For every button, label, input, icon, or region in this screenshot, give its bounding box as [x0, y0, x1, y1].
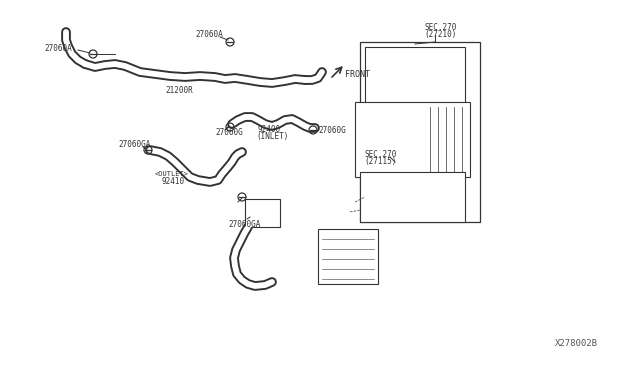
Text: 27060G: 27060G — [215, 128, 243, 137]
Text: X278002B: X278002B — [555, 340, 598, 349]
Text: 27060GA: 27060GA — [228, 219, 260, 228]
Text: SEC.270: SEC.270 — [365, 150, 397, 158]
Text: 27060G: 27060G — [318, 125, 346, 135]
Bar — [365, 47, 465, 107]
Text: 27060A: 27060A — [44, 44, 72, 52]
Text: SEC.270: SEC.270 — [425, 22, 458, 32]
Bar — [355, 102, 470, 177]
Text: 92410: 92410 — [162, 176, 185, 186]
Text: (27210): (27210) — [424, 29, 456, 38]
Bar — [245, 199, 280, 227]
Text: 92400: 92400 — [258, 125, 281, 134]
Text: 27060GA: 27060GA — [118, 140, 150, 148]
Text: 21200R: 21200R — [165, 86, 193, 94]
Text: (INLET): (INLET) — [256, 131, 289, 141]
FancyBboxPatch shape — [360, 42, 480, 222]
Text: FRONT: FRONT — [345, 70, 370, 78]
Bar — [318, 229, 378, 284]
Text: <OUTLET>: <OUTLET> — [155, 171, 189, 177]
Text: (27115): (27115) — [364, 157, 396, 166]
Bar — [360, 172, 465, 222]
Text: 27060A: 27060A — [195, 29, 223, 38]
